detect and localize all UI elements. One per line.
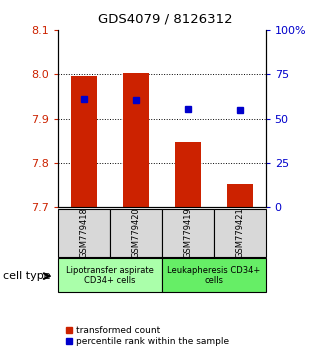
Bar [58,258,162,292]
Legend: transformed count, percentile rank within the sample: transformed count, percentile rank withi… [62,322,233,349]
Text: GDS4079 / 8126312: GDS4079 / 8126312 [98,12,232,25]
Text: cell type: cell type [3,271,51,281]
Text: GSM779420: GSM779420 [131,207,140,258]
Text: Lipotransfer aspirate
CD34+ cells: Lipotransfer aspirate CD34+ cells [66,266,154,285]
Bar [175,142,201,207]
Text: GSM779418: GSM779418 [79,207,88,258]
Bar [58,209,110,257]
Text: Leukapheresis CD34+
cells: Leukapheresis CD34+ cells [167,266,260,285]
Bar [110,209,162,257]
Bar [214,209,266,257]
Text: GSM779419: GSM779419 [183,207,192,258]
Bar [162,209,214,257]
Text: GSM779421: GSM779421 [235,207,244,258]
Bar [227,184,253,207]
Bar [71,76,97,207]
Bar [162,258,266,292]
Bar [123,73,149,207]
